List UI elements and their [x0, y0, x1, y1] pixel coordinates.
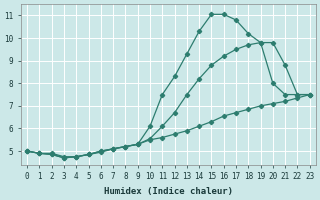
X-axis label: Humidex (Indice chaleur): Humidex (Indice chaleur) [104, 187, 233, 196]
